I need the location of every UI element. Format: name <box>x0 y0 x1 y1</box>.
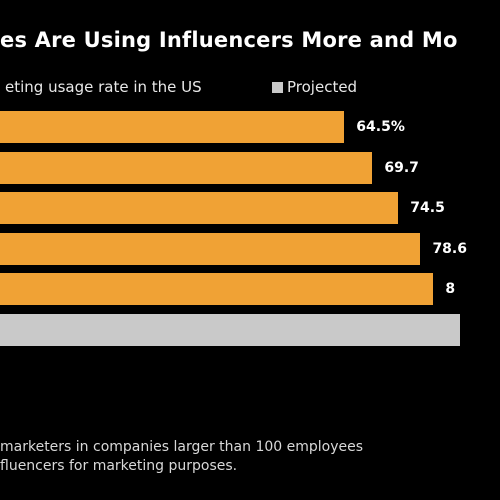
bar-usage <box>0 151 373 184</box>
bar-value-label: 8 <box>445 281 456 297</box>
footnote: marketers in companies larger than 100 e… <box>0 438 500 476</box>
bar-value-label: 74.5 <box>410 200 445 216</box>
footnote-line-1: marketers in companies larger than 100 e… <box>0 439 364 455</box>
bar-usage <box>0 192 399 224</box>
bar-projected <box>0 313 461 346</box>
legend-item-usage: eting usage rate in the US <box>5 78 202 96</box>
footnote-line-2: fluencers for marketing purposes. <box>0 458 238 474</box>
bar-usage <box>0 111 345 143</box>
chart-legend: eting usage rate in the US Projected <box>0 78 500 100</box>
legend-label-usage: eting usage rate in the US <box>5 78 202 96</box>
chart-title: es Are Using Influencers More and Mo <box>0 28 458 52</box>
bar-usage <box>0 273 434 305</box>
legend-label-projected: Projected <box>287 78 358 96</box>
bar-value-label: 64.5% <box>356 119 405 135</box>
bar-usage <box>0 232 421 265</box>
legend-swatch-projected <box>272 82 283 93</box>
legend-item-projected: Projected <box>272 78 357 96</box>
bar-value-label: 69.7 <box>384 159 419 176</box>
bar-value-label: 78.6 <box>432 240 467 257</box>
